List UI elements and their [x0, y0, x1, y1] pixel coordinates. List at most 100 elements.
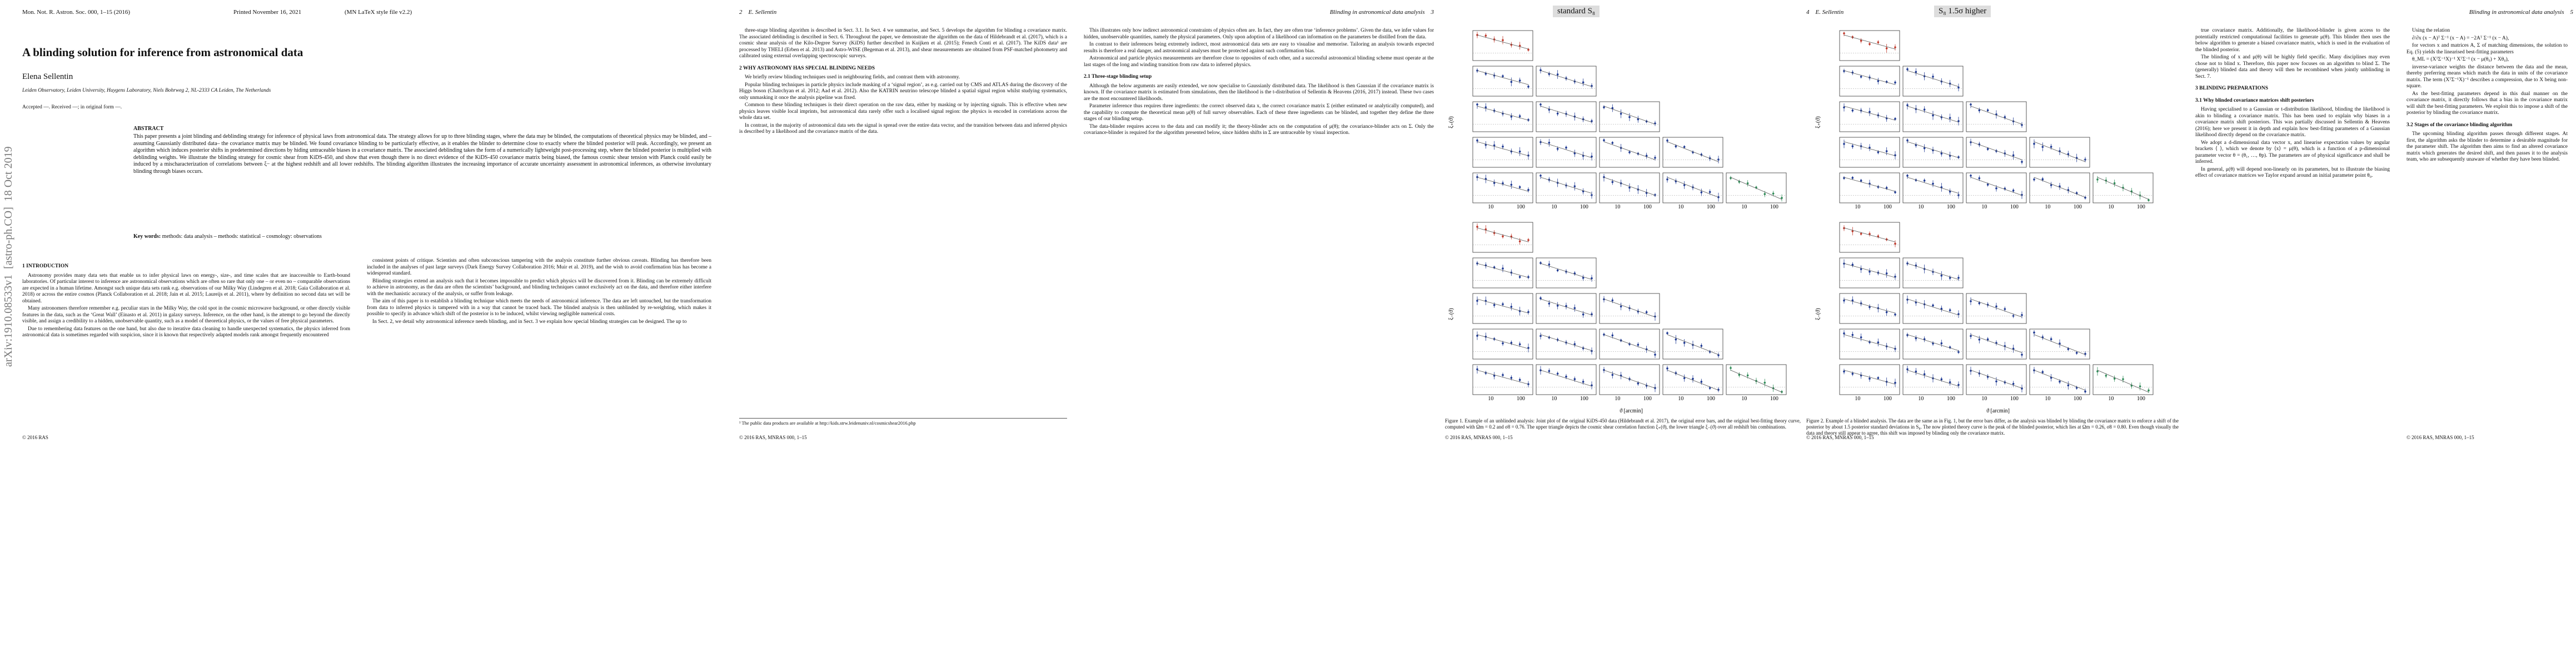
paragraph: We adopt a d-dimensional data vector x, … [2195, 140, 2390, 165]
data-point [1548, 370, 1551, 372]
accepted: Accepted —. Received —; in original form… [22, 104, 122, 110]
tick-label: 10 [1981, 396, 1987, 402]
tick-label: 10 [1488, 396, 1493, 402]
theory-curve [1477, 70, 1529, 85]
data-point [1894, 242, 1896, 245]
panel [1839, 66, 1900, 97]
data-point [1906, 104, 1909, 107]
theory-curve [1907, 334, 1959, 351]
tick-label: 100 [1884, 204, 1892, 210]
panel [1839, 222, 1900, 253]
data-point [1527, 188, 1529, 191]
data-point [1843, 69, 1845, 72]
data-point [1978, 109, 1981, 112]
theory-curve [2097, 370, 2149, 392]
data-point [1738, 374, 1741, 376]
data-point [1518, 186, 1521, 188]
data-point [1851, 334, 1854, 336]
data-point [1573, 343, 1576, 345]
data-point [1666, 367, 1668, 370]
data-point [1894, 347, 1896, 350]
theory-curve [1843, 334, 1896, 349]
data-point [1894, 381, 1896, 384]
panel [1472, 66, 1533, 97]
tick-label: 100 [2137, 396, 2145, 402]
data-point [1906, 139, 1909, 142]
theory-curve [1540, 263, 1592, 280]
paragraph: In contrast, in the majority of astronom… [739, 122, 1067, 135]
theory-curve [1540, 370, 1592, 387]
data-point [1620, 305, 1622, 308]
data-point [2012, 154, 2015, 157]
data-point [1763, 381, 1766, 384]
data-point [1932, 76, 1934, 78]
data-point [1851, 299, 1854, 302]
data-point [1995, 305, 1997, 308]
data-point [1527, 86, 1529, 88]
data-point [2096, 370, 2099, 372]
data-point [1843, 106, 1845, 109]
data-point [1843, 32, 1845, 34]
data-point [1860, 268, 1862, 271]
data-point [2033, 331, 2035, 334]
data-point [2084, 390, 2086, 393]
data-point [1539, 103, 1542, 106]
data-point [1949, 277, 1951, 279]
tick-label: 100 [2010, 396, 2019, 402]
paragraph: We briefly review blinding techniques us… [745, 74, 960, 80]
data-point [1654, 194, 1656, 196]
axis-label: ξ₊(ϑ) [1815, 116, 1821, 128]
data-point [1502, 374, 1504, 376]
data-point [2067, 384, 2070, 387]
data-point [1565, 146, 1567, 149]
column: consistent points of critique. Scientist… [367, 258, 711, 326]
data-point [1869, 43, 1871, 46]
data-point [1970, 300, 1972, 302]
data-point [1666, 332, 1668, 335]
theory-curve [1843, 141, 1896, 156]
paragraph: This illustrates only how indirect astro… [1084, 28, 1434, 40]
tick-label: 10 [1678, 396, 1683, 402]
figure-tag: standard S₈ [1553, 6, 1600, 17]
tick-label: 10 [1615, 396, 1620, 402]
theory-curve [1667, 177, 1719, 198]
theory-curve [1970, 370, 2022, 389]
data-point [1851, 372, 1854, 375]
data-point [1527, 48, 1529, 51]
theory-curve [1970, 177, 2022, 196]
data-point [1843, 370, 1845, 373]
data-point [1986, 338, 1989, 341]
data-point [1932, 304, 1934, 307]
data-point [1476, 103, 1478, 106]
theory-curve [1477, 263, 1529, 278]
data-point [1885, 47, 1888, 49]
tick-label: 10 [1551, 204, 1557, 210]
panel [1472, 172, 1533, 203]
theory-curve [1907, 298, 1959, 316]
tick-label: 100 [1707, 204, 1715, 210]
data-point [1683, 377, 1686, 380]
section-heading: 2.1 Three-stage blinding setup [1084, 74, 1152, 79]
paragraph: Parameter inference thus requires three … [1084, 103, 1434, 122]
tick-label: 100 [1947, 204, 1955, 210]
data-point [2041, 146, 2044, 148]
data-point [1700, 191, 1703, 193]
data-point [1995, 187, 1997, 190]
data-point [1978, 302, 1981, 305]
data-point [1510, 116, 1513, 118]
tick-label: 100 [1580, 204, 1588, 210]
data-point [2021, 313, 2023, 316]
data-point [1970, 335, 1972, 337]
tick-label: 10 [1551, 396, 1557, 402]
data-point [1746, 374, 1749, 377]
theory-curve [1907, 370, 1959, 387]
data-point [1940, 307, 1943, 310]
data-point [2067, 348, 2070, 350]
data-point [1502, 75, 1504, 77]
panel [1472, 257, 1533, 288]
theory-curve [1730, 370, 1782, 392]
data-point [1708, 387, 1711, 389]
data-point [1556, 269, 1559, 272]
theory-curve [1477, 334, 1529, 349]
data-point [1957, 156, 1960, 158]
